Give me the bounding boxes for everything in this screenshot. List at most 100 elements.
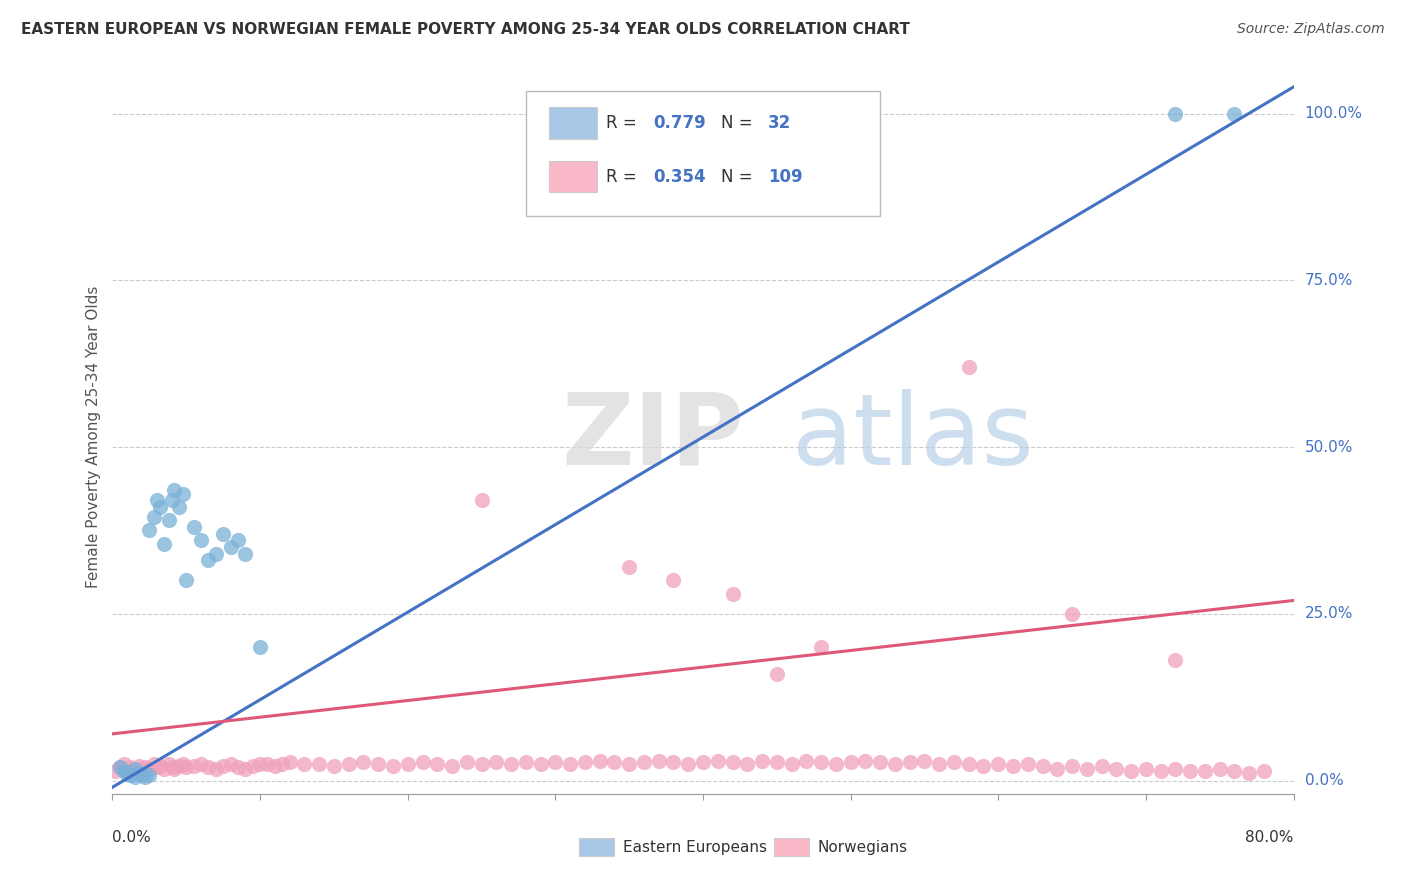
Point	[149, 500, 172, 515]
Point	[174, 574, 197, 588]
Point	[219, 540, 242, 554]
Point	[619, 560, 641, 574]
Point	[515, 755, 537, 769]
Point	[898, 755, 921, 769]
Point	[352, 755, 374, 769]
Point	[124, 762, 146, 776]
Point	[987, 756, 1010, 771]
FancyBboxPatch shape	[550, 161, 596, 193]
Point	[1135, 762, 1157, 776]
Point	[1194, 764, 1216, 778]
Point	[485, 755, 508, 769]
Point	[1062, 607, 1084, 621]
Point	[172, 756, 194, 771]
Point	[1164, 106, 1187, 120]
Point	[146, 760, 169, 774]
Point	[138, 524, 160, 538]
Point	[112, 756, 135, 771]
Point	[160, 493, 183, 508]
Point	[292, 756, 315, 771]
Point	[1017, 756, 1039, 771]
Point	[157, 756, 180, 771]
Point	[212, 759, 235, 773]
Point	[810, 755, 832, 769]
Point	[751, 754, 773, 768]
Point	[382, 759, 405, 773]
Point	[205, 547, 228, 561]
Point	[233, 762, 256, 776]
Point	[1105, 762, 1128, 776]
Point	[603, 755, 626, 769]
Point	[149, 759, 172, 773]
Point	[737, 756, 759, 771]
Point	[558, 756, 582, 771]
Point	[142, 510, 165, 524]
Text: 0.779: 0.779	[654, 114, 706, 132]
Point	[163, 762, 186, 776]
Point	[108, 760, 131, 774]
Point	[117, 767, 138, 781]
Point	[1062, 759, 1084, 773]
Point	[131, 764, 153, 778]
Point	[662, 574, 685, 588]
Point	[172, 487, 194, 501]
Text: ZIP: ZIP	[561, 389, 744, 485]
Point	[1208, 762, 1232, 776]
Point	[1253, 764, 1275, 778]
Point	[120, 760, 142, 774]
Point	[766, 755, 789, 769]
Point	[157, 513, 180, 527]
Y-axis label: Female Poverty Among 25-34 Year Olds: Female Poverty Among 25-34 Year Olds	[86, 286, 101, 588]
Point	[796, 754, 818, 768]
Point	[973, 759, 995, 773]
Text: 0.0%: 0.0%	[112, 830, 152, 845]
Point	[1076, 762, 1098, 776]
Text: N =: N =	[721, 114, 758, 132]
Point	[146, 493, 169, 508]
Point	[501, 756, 523, 771]
Point	[117, 764, 138, 778]
Point	[721, 587, 744, 601]
Point	[529, 756, 551, 771]
Text: EASTERN EUROPEAN VS NORWEGIAN FEMALE POVERTY AMONG 25-34 YEAR OLDS CORRELATION C: EASTERN EUROPEAN VS NORWEGIAN FEMALE POV…	[21, 22, 910, 37]
Point	[367, 756, 389, 771]
Point	[226, 533, 249, 548]
Point	[212, 526, 235, 541]
Point	[271, 756, 294, 771]
Point	[160, 760, 183, 774]
Point	[153, 537, 176, 551]
Point	[256, 756, 278, 771]
Point	[721, 755, 744, 769]
Point	[426, 756, 449, 771]
Point	[308, 756, 330, 771]
Text: 0.0%: 0.0%	[1305, 773, 1343, 788]
Text: 32: 32	[768, 114, 792, 132]
Point	[190, 756, 212, 771]
Point	[134, 770, 156, 784]
Text: R =: R =	[606, 114, 643, 132]
Point	[242, 759, 264, 773]
FancyBboxPatch shape	[773, 838, 810, 856]
Point	[706, 754, 728, 768]
Point	[190, 533, 212, 548]
Point	[810, 640, 832, 655]
Point	[233, 547, 256, 561]
Text: atlas: atlas	[792, 389, 1033, 485]
Point	[174, 760, 197, 774]
Point	[766, 666, 789, 681]
Point	[1091, 759, 1114, 773]
Point	[1001, 759, 1024, 773]
Text: 0.354: 0.354	[654, 168, 706, 186]
FancyBboxPatch shape	[526, 91, 880, 216]
Point	[167, 759, 190, 773]
Point	[131, 768, 153, 782]
Point	[219, 756, 242, 771]
Text: 75.0%: 75.0%	[1305, 273, 1353, 288]
Point	[249, 640, 271, 655]
Point	[884, 756, 907, 771]
Point	[197, 553, 219, 567]
Point	[138, 762, 160, 776]
FancyBboxPatch shape	[550, 107, 596, 139]
Point	[647, 754, 671, 768]
Text: 109: 109	[768, 168, 803, 186]
